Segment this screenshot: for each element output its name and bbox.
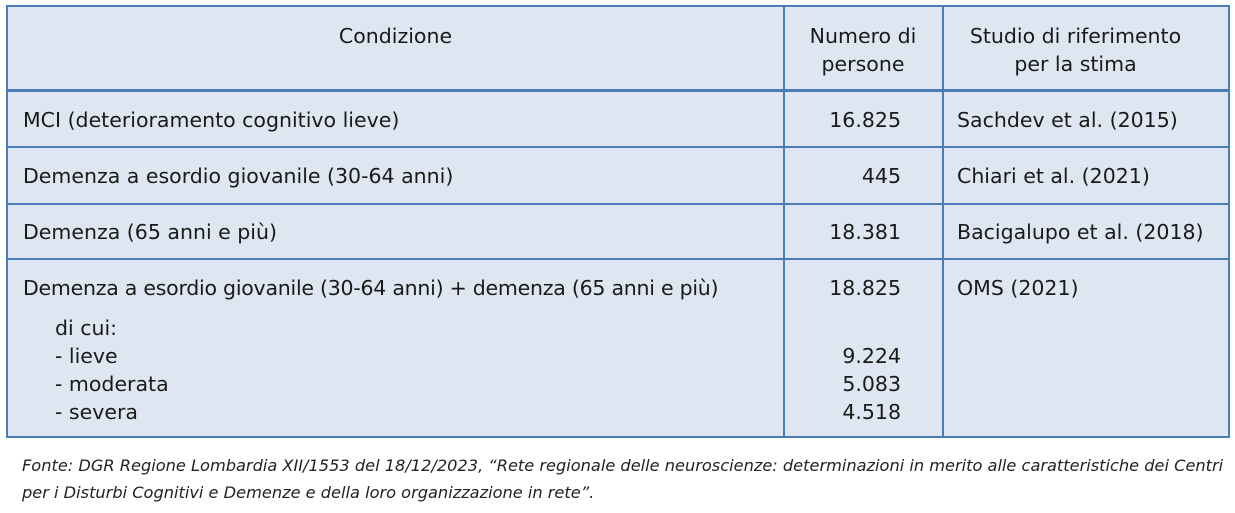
breakdown-item-count: 9.224	[842, 344, 901, 368]
row-1-condition: MCI (deterioramento cognitivo lieve)	[23, 108, 400, 132]
row-4-condition: Demenza a esordio giovanile (30-64 anni)…	[23, 276, 719, 300]
header-study: Studio di riferimento per la stima	[969, 24, 1182, 76]
row-2-condition: Demenza a esordio giovanile (30-64 anni)	[23, 164, 454, 188]
breakdown-item-count: 4.518	[842, 400, 901, 424]
row-3-condition: Demenza (65 anni e più)	[23, 220, 277, 244]
row-3-study: Bacigalupo et al. (2018)	[957, 220, 1204, 244]
row-divider	[8, 258, 1228, 260]
breakdown-item-label: - lieve	[55, 344, 118, 368]
column-divider	[783, 7, 785, 436]
breakdown-item-count: 5.083	[842, 372, 901, 396]
header-count: Numero di persone	[809, 24, 917, 76]
breakdown-item-label: - severa	[55, 400, 138, 424]
row-3-count: 18.381	[829, 220, 901, 244]
row-1-count: 16.825	[829, 108, 901, 132]
row-4-count: 18.825	[829, 276, 901, 300]
header-divider	[8, 89, 1228, 92]
row-4-study: OMS (2021)	[957, 276, 1079, 300]
column-divider	[942, 7, 944, 436]
row-1-study: Sachdev et al. (2015)	[957, 108, 1178, 132]
row-divider	[8, 203, 1228, 205]
row-2-count: 445	[861, 164, 901, 188]
row-2-study: Chiari et al. (2021)	[957, 164, 1150, 188]
data-table: Condizione Numero di persone Studio di r…	[6, 5, 1230, 438]
header-condition: Condizione	[338, 24, 453, 48]
source-note: Fonte: DGR Regione Lombardia XII/1553 de…	[22, 456, 1224, 502]
breakdown-label: di cui:	[55, 316, 118, 340]
row-divider	[8, 146, 1228, 148]
breakdown-item-label: - moderata	[55, 372, 169, 396]
